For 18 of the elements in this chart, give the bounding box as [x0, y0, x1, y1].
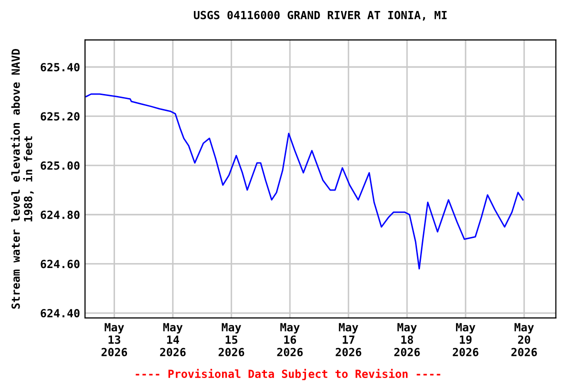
text: ---- Provisional Data Subject to Revision ---- [136, 368, 440, 380]
x-tick-label: May 20 2026 [511, 323, 537, 356]
x-tick-label: May 18 2026 [394, 323, 420, 356]
x-tick-label: May 14 2026 [160, 323, 186, 356]
y-tick-label: 624.80 [40, 210, 80, 220]
x-tick-label: May 16 2026 [277, 323, 303, 356]
y-tick-label: 625.20 [40, 112, 80, 121]
x-tick-label: May 15 2026 [218, 323, 244, 356]
x-tick-label: May 19 2026 [452, 323, 478, 356]
y-tick-label: 624.60 [40, 260, 80, 268]
y-tick-label: 624.40 [40, 309, 80, 318]
chart-title: USGS 04116000 GRAND RIVER AT IONIA, MI [194, 10, 447, 21]
y-tick-label: 625.00 [40, 161, 80, 170]
line-series [86, 93, 524, 270]
x-tick-label: May 13 2026 [102, 323, 128, 356]
y-tick-label: 625.40 [40, 62, 80, 72]
y-axis-title: Stream water level elevation above NAVD 1988, in feet [10, 48, 34, 309]
x-tick-label: May 17 2026 [336, 323, 362, 356]
